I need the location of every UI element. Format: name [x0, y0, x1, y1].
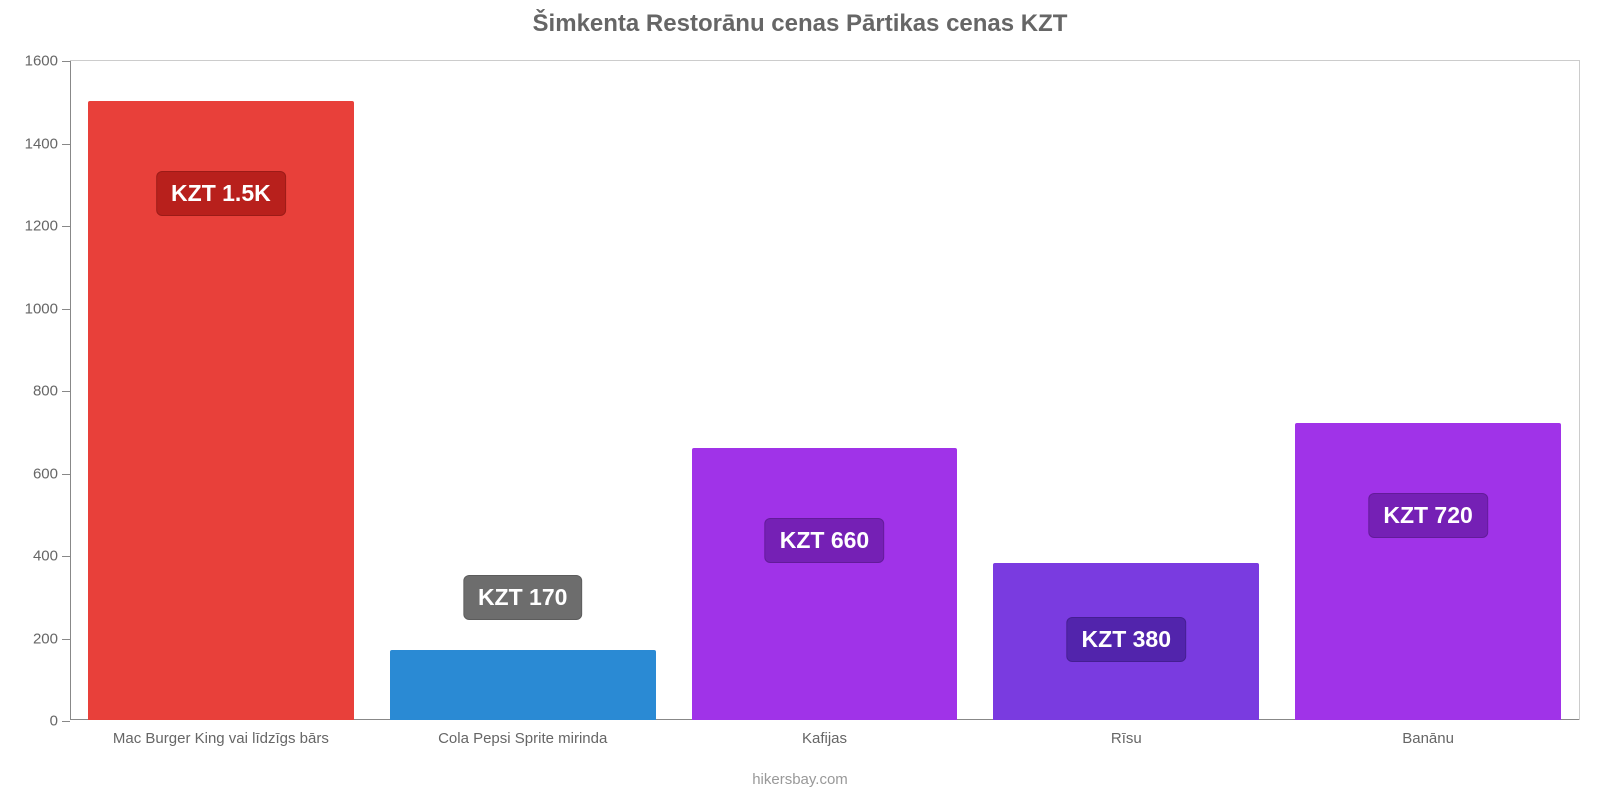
y-tick-label: 600 — [33, 465, 70, 482]
bar: KZT 660 — [692, 448, 958, 720]
x-tick-label: Kafijas — [802, 720, 847, 747]
bar: KZT 380 — [993, 563, 1259, 720]
bar: KZT 170 — [390, 650, 656, 720]
bar: KZT 720 — [1295, 423, 1561, 720]
x-tick-label: Mac Burger King vai līdzīgs bārs — [113, 720, 329, 747]
bar-slot: KZT 380Rīsu — [975, 61, 1277, 720]
y-tick-label: 200 — [33, 630, 70, 647]
y-tick-label: 1000 — [25, 300, 70, 317]
bar-slot: KZT 660Kafijas — [674, 61, 976, 720]
bar-value-label: KZT 720 — [1368, 493, 1487, 538]
y-tick-label: 1200 — [25, 218, 70, 235]
chart-container: Šimkenta Restorānu cenas Pārtikas cenas … — [0, 0, 1600, 800]
bar-value-label: KZT 660 — [765, 518, 884, 563]
y-tick-label: 400 — [33, 548, 70, 565]
bar-slot: KZT 170Cola Pepsi Sprite mirinda — [372, 61, 674, 720]
y-tick-label: 0 — [50, 713, 70, 730]
x-tick-label: Banānu — [1402, 720, 1454, 747]
bars-group: KZT 1.5KMac Burger King vai līdzīgs bārs… — [70, 61, 1579, 720]
bar-value-label: KZT 1.5K — [156, 171, 286, 216]
y-tick-label: 1600 — [25, 53, 70, 70]
x-tick-label: Rīsu — [1111, 720, 1142, 747]
y-tick-label: 800 — [33, 383, 70, 400]
chart-title: Šimkenta Restorānu cenas Pārtikas cenas … — [0, 10, 1600, 38]
bar: KZT 1.5K — [88, 101, 354, 720]
bar-slot: KZT 720Banānu — [1277, 61, 1579, 720]
plot-area: KZT 1.5KMac Burger King vai līdzīgs bārs… — [70, 60, 1580, 720]
bar-value-label: KZT 170 — [463, 575, 582, 620]
credit-text: hikersbay.com — [0, 771, 1600, 788]
bar-slot: KZT 1.5KMac Burger King vai līdzīgs bārs — [70, 61, 372, 720]
x-tick-label: Cola Pepsi Sprite mirinda — [438, 720, 607, 747]
bar-value-label: KZT 380 — [1067, 617, 1186, 662]
y-tick-label: 1400 — [25, 135, 70, 152]
